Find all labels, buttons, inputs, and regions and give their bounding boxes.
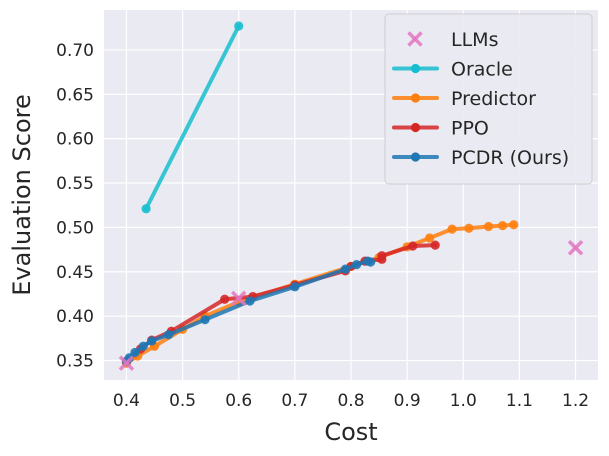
predictor-point bbox=[464, 223, 474, 233]
y-tick-label: 0.55 bbox=[56, 174, 94, 194]
legend-item-ppo: PPO bbox=[392, 118, 489, 140]
x-tick-label: 0.5 bbox=[169, 391, 196, 411]
legend-item-pcdr-ours: PCDR (Ours) bbox=[392, 147, 569, 169]
x-tick-label: 0.7 bbox=[281, 391, 308, 411]
legend-marker-ppo bbox=[410, 122, 421, 133]
y-tick-label: 0.65 bbox=[56, 85, 94, 105]
legend-frame bbox=[384, 13, 593, 185]
y-tick-label: 0.70 bbox=[56, 41, 94, 61]
ppo-point bbox=[377, 251, 387, 261]
pcdr-ours-point bbox=[340, 264, 350, 274]
llms-point bbox=[230, 290, 247, 307]
x-tick-label: 1.1 bbox=[506, 391, 533, 411]
y-tick-label: 0.50 bbox=[56, 218, 94, 238]
pcdr-ours-point bbox=[130, 347, 140, 358]
llms-point bbox=[118, 355, 135, 371]
pcdr-ours-point bbox=[352, 260, 362, 270]
pcdr-ours-point bbox=[290, 282, 300, 292]
y-tick-label: 0.45 bbox=[56, 263, 94, 283]
pcdr-ours-point bbox=[245, 296, 255, 306]
pcdr-ours-point bbox=[366, 257, 376, 267]
tick-labels: 0.4 0.5 0.6 0.7 0.8 0.9 1.0 1.1 1.2 0.35 0.40 0.45 0… bbox=[56, 41, 589, 411]
x-tick-label: 1.2 bbox=[562, 391, 589, 411]
legend-label-ppo: PPO bbox=[451, 118, 489, 140]
pcdr-ours-point bbox=[138, 341, 148, 351]
pcdr-ours-point bbox=[163, 330, 174, 340]
legend-label-pcdr-ours: PCDR (Ours) bbox=[451, 147, 569, 169]
predictor-point bbox=[447, 224, 457, 234]
legend-label-oracle: Oracle bbox=[451, 59, 513, 81]
series-layer bbox=[118, 21, 584, 371]
ppo-point bbox=[220, 294, 230, 304]
legend-marker-pcdr-ours bbox=[410, 152, 421, 162]
x-tick-label: 1.0 bbox=[450, 391, 477, 411]
oracle-series bbox=[141, 21, 244, 214]
y-axis-label: Evaluation Score bbox=[8, 94, 36, 295]
predictor-point bbox=[497, 221, 508, 231]
y-tick-label: 0.60 bbox=[56, 130, 94, 150]
legend-label-llms: LLMs bbox=[451, 29, 498, 51]
legend-marker-predictor bbox=[410, 93, 421, 103]
predictor-point bbox=[483, 221, 494, 232]
pcdr-ours-point bbox=[200, 315, 210, 325]
x-tick-label: 0.6 bbox=[225, 391, 252, 411]
oracle-point bbox=[234, 21, 244, 31]
oracle-point bbox=[141, 204, 151, 214]
x-tick-label: 0.8 bbox=[337, 391, 364, 411]
llms-series bbox=[118, 240, 584, 371]
predictor-point bbox=[424, 233, 435, 243]
y-tick-label: 0.40 bbox=[56, 307, 94, 327]
legend-label-predictor: Predictor bbox=[451, 88, 536, 110]
legend-item-oracle: Oracle bbox=[392, 59, 513, 81]
legend-item-predictor: Predictor bbox=[392, 88, 536, 110]
ppo-point bbox=[408, 241, 418, 251]
legend: LLMs Oracle Predictor PPO PCDR (Ours) bbox=[384, 13, 593, 185]
legend-item-llms: LLMs bbox=[407, 29, 498, 51]
y-tick-label: 0.35 bbox=[56, 351, 94, 371]
legend-marker-llms bbox=[407, 31, 423, 47]
x-tick-label: 0.4 bbox=[113, 391, 140, 411]
legend-marker-oracle bbox=[410, 63, 421, 74]
pcdr-ours-point bbox=[147, 336, 157, 346]
ppo-point bbox=[430, 240, 440, 250]
x-tick-label: 0.9 bbox=[394, 391, 421, 411]
llms-point bbox=[567, 240, 584, 256]
oracle-line bbox=[144, 23, 241, 211]
predictor-point bbox=[509, 220, 519, 230]
x-axis-label: Cost bbox=[324, 418, 377, 446]
